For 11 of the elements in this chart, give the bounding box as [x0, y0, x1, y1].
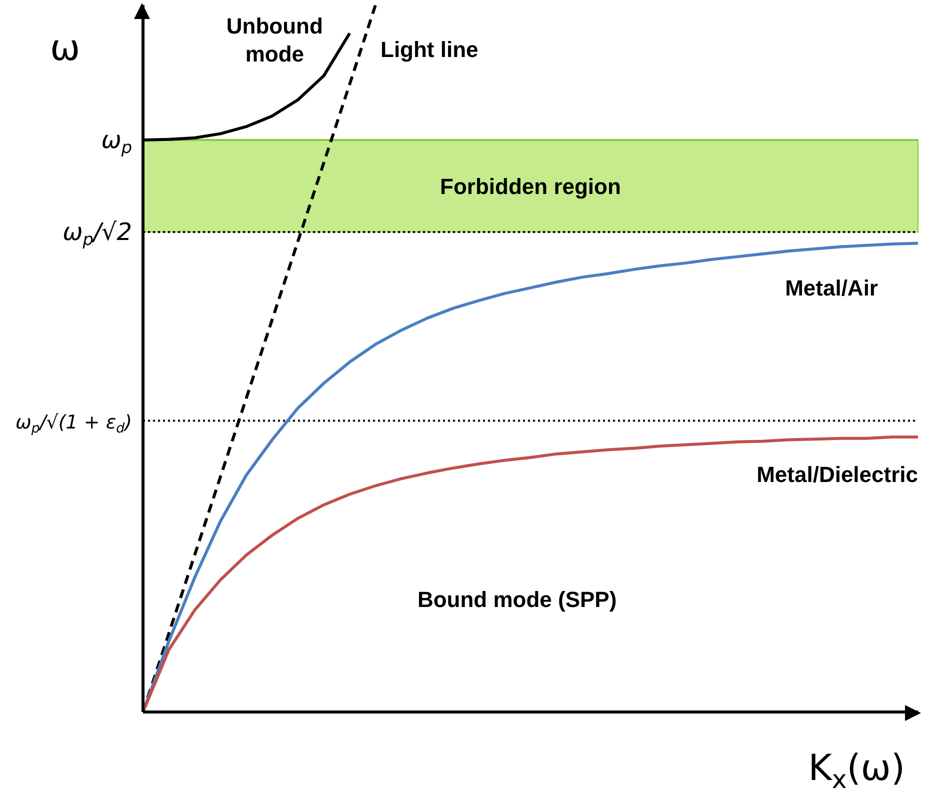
series-label: Unbound mode [226, 13, 323, 66]
y-axis-title: ω [50, 28, 80, 69]
ref-line-label: ω$_{p}$/√2 [62, 218, 132, 250]
series-label: Metal/Air [785, 275, 878, 300]
ref-line-label: ω$_{p}$/√(1 + ε$_{d}$) [15, 412, 132, 437]
band-label: Forbidden region [440, 174, 621, 199]
ref-line-label: ω$_{p}$ [101, 126, 132, 158]
x-axis-title: K$_{x}$(ω) [808, 748, 905, 794]
series-label: Metal/Dielectric [756, 462, 918, 487]
annotation: Bound mode (SPP) [417, 586, 617, 612]
series-label: Light line [380, 37, 478, 62]
